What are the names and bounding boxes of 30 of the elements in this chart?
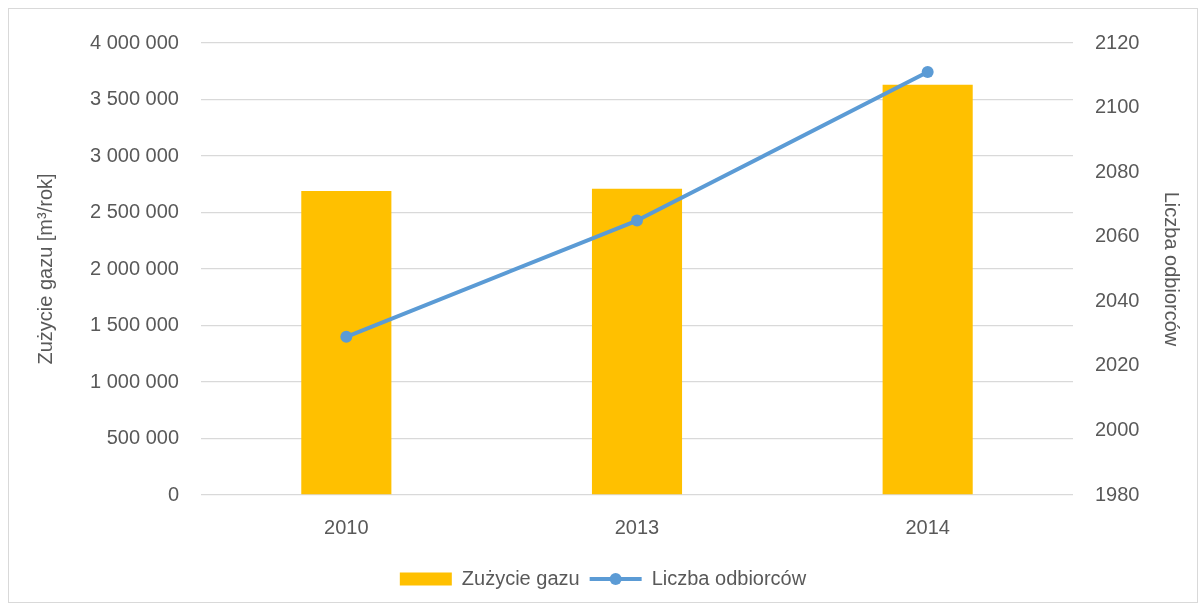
point xyxy=(340,330,353,343)
y-tick-label: 2 500 000 xyxy=(90,200,179,223)
y-tick-label: 3 000 000 xyxy=(90,143,179,166)
y2-tick-label: 2000 xyxy=(1095,417,1140,440)
bar xyxy=(591,188,683,495)
legend-label: Zużycie gazu xyxy=(461,566,580,589)
y2-tick-label: 2040 xyxy=(1095,288,1140,311)
y2-axis-title: Liczba odbiorców xyxy=(1161,191,1184,347)
y2-tick-label: 2120 xyxy=(1095,30,1140,53)
x-tick-label: 2010 xyxy=(324,515,369,538)
y2-tick-label: 2100 xyxy=(1095,95,1140,118)
y-tick-label: 1 000 000 xyxy=(90,369,179,392)
bar xyxy=(301,191,392,495)
legend-label: Liczba odbiorców xyxy=(651,566,807,589)
x-tick-label: 2014 xyxy=(905,515,950,538)
point xyxy=(631,214,643,227)
y-axis-title: Zużycie gazu [m³/rok] xyxy=(33,173,56,365)
y-tick-label: 2 000 000 xyxy=(90,256,179,279)
y2-tick-label: 1980 xyxy=(1095,482,1140,505)
y2-tick-label: 2060 xyxy=(1095,224,1140,247)
y-tick-label: 3 500 000 xyxy=(90,87,179,110)
y-tick-label: 500 000 xyxy=(106,426,179,449)
bar xyxy=(882,84,973,495)
x-tick-label: 2013 xyxy=(614,515,660,538)
y-tick-label: 4 000 000 xyxy=(90,30,179,53)
y2-tick-label: 2080 xyxy=(1095,159,1140,182)
y2-tick-label: 2020 xyxy=(1095,353,1140,376)
y-tick-label: 1 500 000 xyxy=(90,313,179,336)
y-tick-label: 0 xyxy=(167,482,179,505)
point xyxy=(921,66,934,79)
